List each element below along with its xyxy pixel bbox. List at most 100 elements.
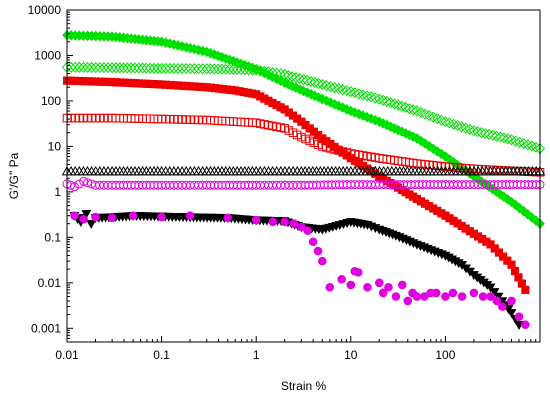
series-7-point [378,288,388,298]
series-7-point [337,274,346,284]
series-1-point [374,93,385,105]
series-1-point [98,62,110,74]
series-1-point [290,71,302,84]
series-1-point [201,63,212,75]
series-0-point [412,133,422,144]
series-1-point [78,61,89,73]
series-1-point [349,87,360,99]
series-5-point [83,178,93,188]
series-7-point [354,268,363,277]
series-1-point [396,100,407,112]
series-7-point [457,292,467,301]
series-1-point [107,62,118,74]
series-1-point [259,65,270,77]
y-tick-label: 10000 [28,3,62,17]
series-6-point [485,283,496,293]
series-0-point [428,143,439,155]
series-1-point [205,63,216,75]
series-1-point [341,85,352,97]
series-6-point [489,288,500,298]
series-1-point [502,133,513,145]
series-0-point [424,140,434,152]
series-1-point [408,104,419,116]
series-1-point [370,92,381,104]
series-1-point [164,62,175,75]
series-1-point [329,81,340,94]
series-7-point [420,292,429,301]
series-5-point [74,179,84,189]
y-tick-label: 100 [41,94,61,108]
y-tick-label: 0.01 [38,276,62,290]
series-1-point [476,127,487,139]
series-1-point [305,75,317,88]
series-1-point [483,128,495,140]
x-tick-label: 0.01 [55,348,79,362]
series-1-point [160,62,171,74]
series-1-point [114,62,125,74]
series-1-point [325,80,336,93]
series-1-point [129,62,141,74]
series-1-point [145,62,156,74]
series-7-point [486,292,495,301]
series-0-point [518,206,529,217]
series-1-point [377,94,389,106]
series-1-point [498,132,510,144]
series-1-point [313,77,324,90]
series-1-point [309,76,320,89]
series-1-point [385,97,396,109]
series-1-point [137,62,148,74]
x-tick-label: 10 [344,348,358,362]
series-1-point [152,62,163,74]
series-1-point [287,70,298,83]
series-7-point [91,212,100,222]
series-1-point [487,129,498,141]
series-1-point [317,78,328,91]
series-7-point [391,292,401,301]
series-7-point [308,237,318,247]
series-7-point [397,280,407,290]
x-tick-label: 1 [253,348,260,362]
y-tick-label: 1000 [34,48,61,62]
series-1-point [298,73,309,86]
x-tick-label: 0.1 [153,348,170,362]
series-1-point [94,61,105,74]
series-7-point [313,246,323,256]
series-1-point [82,61,93,74]
series-1-point [181,63,192,75]
series-7-point [268,217,278,227]
series-1-point [381,95,392,108]
series-1-point [491,130,502,142]
series-1-point [177,62,188,75]
series-7-point [251,215,261,225]
series-1-point [279,69,290,81]
series-1-point [193,63,204,75]
series-7-point [521,320,530,330]
series-7-point [374,278,384,288]
series-1-point [235,64,247,76]
series-7-point [498,302,507,311]
series-6-point [506,309,517,318]
series-2-point [521,285,530,294]
series-1-point [90,61,101,74]
y-axis-title: G'/G" Pa [7,152,21,199]
series-0-point [420,138,430,149]
series-1-point [480,127,491,140]
series-1-point [468,125,479,137]
series-7-point [431,288,441,298]
series-7-point [448,288,458,298]
series-1-point [74,61,85,73]
series-1-point [263,66,274,78]
series-1-point [156,62,167,74]
series-1-point [70,61,81,73]
series-7-point [403,296,413,306]
series-1-point [141,62,152,74]
series-1-point [185,63,196,75]
series-1-point [472,126,483,138]
series-1-point [122,62,133,74]
series-0-point [436,148,447,160]
series-1-point [361,90,373,102]
series-1-point [283,70,294,82]
series-7-point [79,214,88,224]
series-1-point [232,63,243,76]
series-7-point [128,211,138,220]
